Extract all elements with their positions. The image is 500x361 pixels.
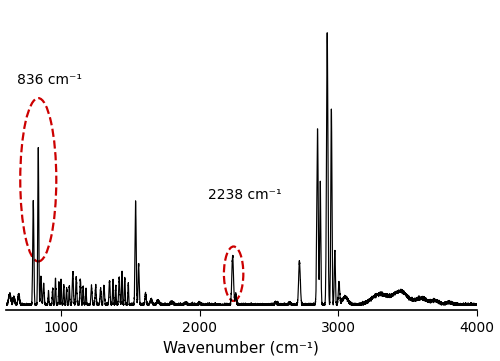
X-axis label: Wavenumber (cm⁻¹): Wavenumber (cm⁻¹)	[164, 340, 319, 356]
Text: 836 cm⁻¹: 836 cm⁻¹	[16, 73, 82, 87]
Text: 2238 cm⁻¹: 2238 cm⁻¹	[208, 188, 282, 201]
